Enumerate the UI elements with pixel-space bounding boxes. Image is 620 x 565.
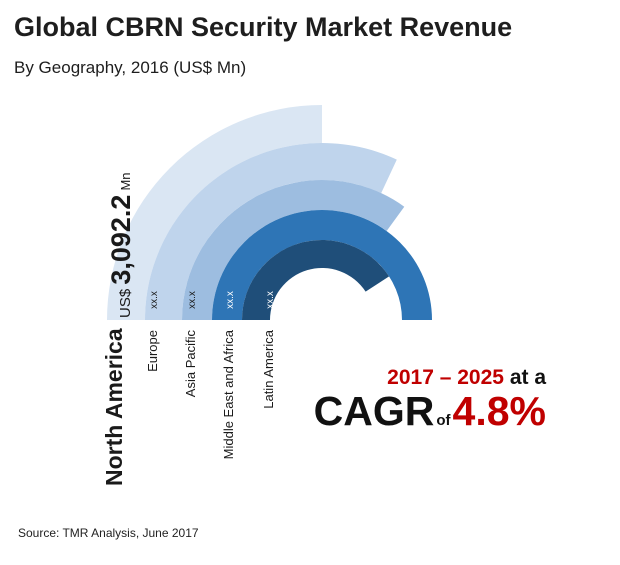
value-label: xx.x (187, 291, 198, 309)
cagr-at-a: at a (509, 366, 546, 389)
arc-asia-pacific (182, 179, 405, 320)
arc-north-america (107, 105, 322, 320)
cagr-statement: CAGR of4.8% (314, 388, 546, 435)
arc-middle-east-and-africa (212, 210, 432, 320)
value-label: xx.x (265, 291, 276, 309)
cagr-period: 2017 – 2025 at a (387, 366, 546, 390)
arc-europe (145, 143, 397, 320)
category-label: Asia Pacific (183, 330, 198, 398)
category-label: Middle East and Africa (221, 329, 236, 459)
arc-latin-america (242, 239, 390, 320)
north-america-value: US$ 3,092.2Mn (106, 172, 136, 318)
source-note: Source: TMR Analysis, June 2017 (18, 526, 199, 540)
cagr-value: 4.8% (452, 388, 546, 434)
cagr-years: 2017 – 2025 (387, 366, 504, 389)
chart-subtitle: By Geography, 2016 (US$ Mn) (14, 58, 247, 77)
value-label: xx.x (225, 291, 236, 309)
cagr-label: CAGR (313, 388, 435, 434)
chart-title: Global CBRN Security Market Revenue (14, 12, 513, 42)
value-label: xx.x (149, 291, 160, 309)
cagr-of: of (436, 412, 451, 429)
category-label: North America (101, 328, 127, 486)
category-label: Latin America (261, 329, 276, 409)
category-label: Europe (145, 330, 160, 372)
